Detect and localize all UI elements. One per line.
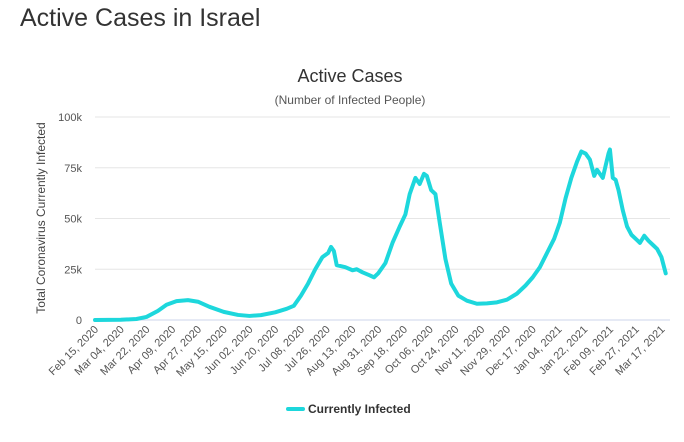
y-axis-label: Total Coronavirus Currently Infected [34, 122, 48, 313]
y-axis-ticks: 0 25k 50k 75k 100k [58, 112, 82, 327]
legend[interactable]: Currently Infected [286, 402, 411, 416]
page-heading: Active Cases in Israel [20, 4, 261, 32]
y-grid [95, 116, 670, 270]
y-tick-label: 0 [76, 315, 82, 327]
series-line-currently-infected[interactable] [93, 147, 668, 322]
chart-title: Active Cases [297, 66, 402, 86]
y-tick-label: 100k [58, 112, 82, 124]
y-tick-label: 50k [64, 214, 82, 226]
series-layer [93, 147, 668, 322]
chart-subtitle: (Number of Infected People) [275, 93, 426, 107]
y-tick-label: 75k [64, 163, 82, 175]
y-tick-label: 25k [64, 264, 82, 276]
legend-label: Currently Infected [308, 402, 411, 416]
